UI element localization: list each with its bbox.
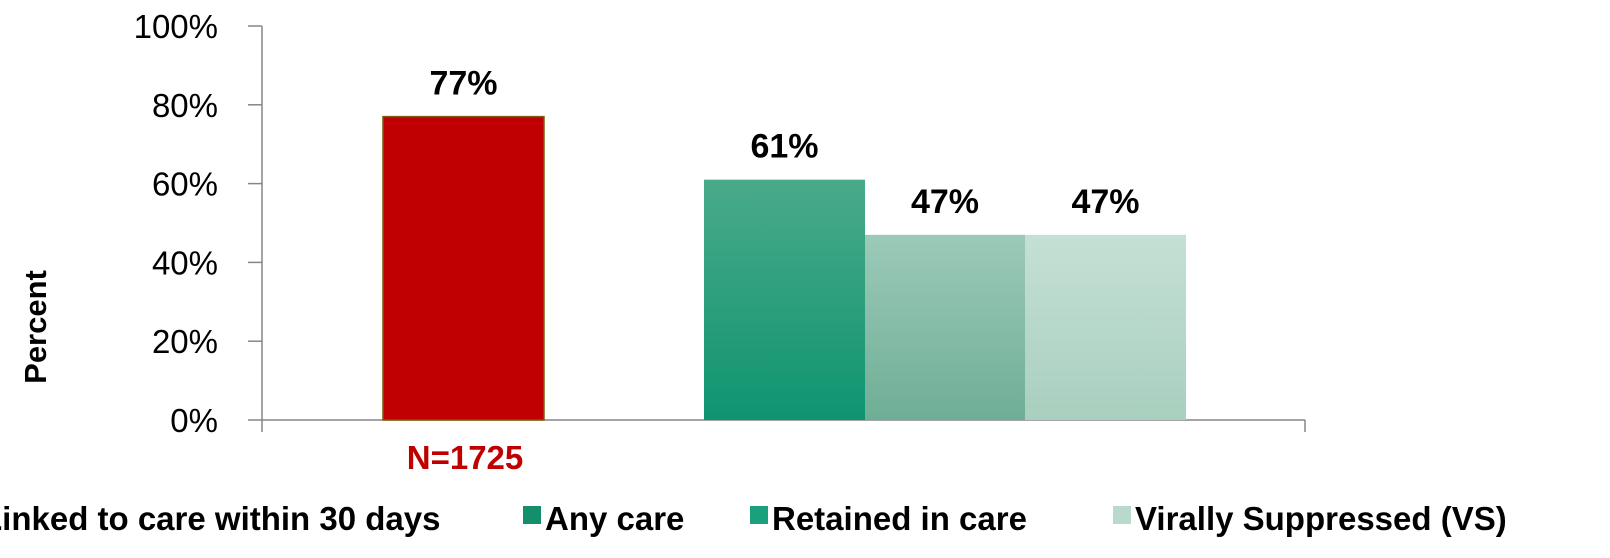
legend: Linked to care within 30 days Any care Ret…: [0, 500, 1507, 537]
bars: [382, 115, 1186, 421]
legend-swatch: [750, 506, 768, 524]
y-tick-label: 80%: [152, 87, 218, 124]
y-tick-label: 100%: [134, 8, 218, 45]
legend-label: Linked to care within 30 days: [0, 500, 440, 537]
y-tick-label: 0%: [170, 402, 218, 439]
bar-any-care: [704, 179, 865, 420]
legend-label: Retained in care: [772, 500, 1027, 537]
bar-linked-to-care-within-30-days: [382, 115, 545, 421]
legend-swatch: [523, 506, 541, 524]
y-tick-label: 40%: [152, 244, 218, 281]
data-label: 47%: [911, 183, 979, 221]
data-labels: 77% 61% 47% 47%: [429, 65, 1139, 221]
data-label: 47%: [1071, 183, 1139, 221]
legend-label: Any care: [545, 500, 684, 537]
legend-label: Virally Suppressed (VS): [1135, 500, 1507, 537]
bar-retained-in-care: [865, 234, 1025, 420]
y-axis-label: Percent: [18, 270, 53, 384]
data-label: 61%: [750, 128, 818, 166]
y-tick-label: 20%: [152, 323, 218, 360]
bar-virally-suppressed-vs: [1025, 234, 1186, 420]
y-axis: 0% 20% 40% 60% 80% 100%: [134, 8, 262, 439]
data-label: 77%: [429, 65, 497, 103]
y-tick-label: 60%: [152, 166, 218, 203]
sample-size-note: N=1725: [407, 439, 524, 476]
legend-swatch: [1113, 506, 1131, 524]
